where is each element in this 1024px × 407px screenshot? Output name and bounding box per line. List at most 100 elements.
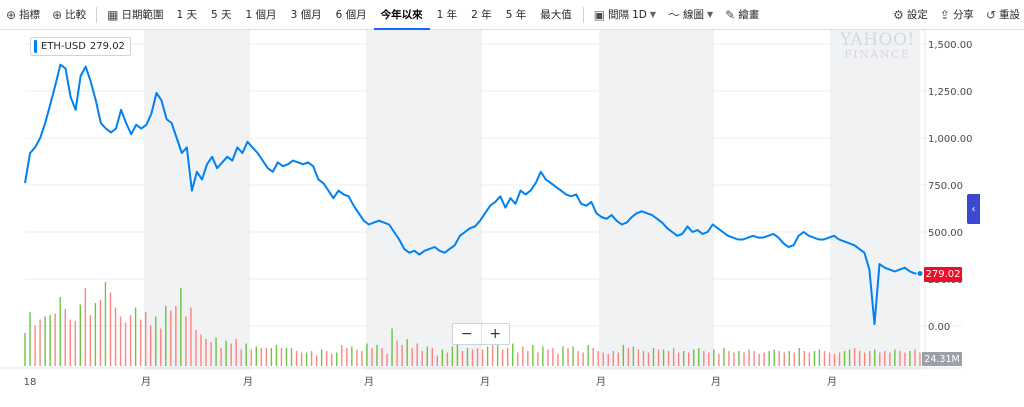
legend-symbol: ETH-USD — [41, 41, 86, 52]
range-1y[interactable]: 1 年 — [436, 9, 458, 21]
legend-price: 279.02 — [89, 41, 125, 52]
volume-bar — [682, 351, 685, 366]
volume-bar — [295, 351, 298, 366]
volume-bar — [768, 351, 770, 366]
interval-dropdown[interactable]: ▣ 間隔 1D ▼ — [588, 0, 662, 30]
reset-button[interactable]: ↺ 重設 — [980, 0, 1024, 30]
volume-bar — [899, 351, 901, 366]
volume-bar — [89, 315, 92, 366]
range-ytd[interactable]: 今年以來 — [373, 0, 430, 30]
volume-bar — [285, 348, 288, 366]
volume-bar — [310, 351, 313, 366]
yahoo-finance-watermark: YAHOO! FINANCE — [840, 30, 915, 61]
volume-bar — [341, 345, 343, 366]
volume-bar — [698, 348, 700, 366]
chart-area[interactable]: 1,500.001,250.001,000.00750.00500.00250.… — [0, 30, 1024, 407]
volume-bar — [255, 346, 257, 366]
chevron-down-icon: ▼ — [707, 10, 714, 19]
date-range-button[interactable]: ▦ 日期範圍 — [101, 0, 169, 30]
month-band — [366, 30, 482, 370]
range-3m[interactable]: 3 個月 — [290, 9, 322, 21]
range-2y[interactable]: 2 年 — [471, 9, 492, 21]
volume-bar — [336, 352, 338, 366]
volume-bar — [124, 322, 127, 366]
y-tick-label: 0.00 — [928, 322, 950, 333]
range-6m[interactable]: 6 個月 — [335, 9, 367, 21]
volume-bar — [180, 288, 182, 366]
x-tick-label: 月 — [141, 376, 151, 388]
range-5d[interactable]: 5 天 — [211, 9, 232, 21]
volume-bar — [808, 352, 811, 366]
volume-bar — [84, 288, 87, 366]
volume-bar — [190, 307, 192, 366]
range-1d[interactable]: 1 天 — [176, 9, 197, 21]
share-icon: ⇪ — [939, 7, 950, 22]
volume-bar — [24, 333, 26, 366]
volume-bar — [693, 349, 695, 366]
range-max[interactable]: 最大值 — [540, 9, 572, 21]
zoom-out-button[interactable]: − — [460, 326, 473, 342]
volume-bar — [858, 351, 861, 366]
volume-bar — [170, 310, 172, 366]
volume-bar — [894, 349, 896, 366]
watermark-main: YAHOO! — [840, 30, 915, 50]
range-5y[interactable]: 5 年 — [505, 9, 527, 21]
volume-bar — [828, 352, 831, 366]
x-tick-label: 月 — [364, 376, 374, 388]
compare-button[interactable]: ⊕ 比較 — [46, 0, 92, 30]
volume-bar — [59, 297, 61, 366]
zoom-in-button[interactable]: + — [480, 324, 510, 344]
draw-label: 繪畫 — [738, 9, 760, 21]
plus-circle-icon: ⊕ — [52, 7, 63, 22]
volume-bar — [260, 348, 263, 366]
chart-type-dropdown[interactable]: 〜線圖 ▼ — [662, 0, 719, 30]
volume-bar — [481, 349, 484, 366]
range-1m[interactable]: 1 個月 — [245, 9, 277, 21]
draw-button[interactable]: ✎ 繪畫 — [719, 0, 765, 30]
volume-bar — [134, 307, 137, 366]
volume-bar — [612, 351, 614, 366]
volume-bar — [718, 354, 720, 366]
volume-bar — [783, 352, 785, 366]
volume-bar — [637, 349, 640, 366]
volume-bar — [914, 349, 916, 366]
volume-bar — [129, 315, 132, 366]
volume-bar — [305, 352, 308, 366]
indicators-button[interactable]: ⊕ 指標 — [0, 0, 46, 30]
reset-icon: ↺ — [985, 7, 996, 22]
volume-bar — [406, 339, 408, 366]
volume-bar — [763, 352, 765, 366]
volume-bar — [748, 349, 750, 366]
zoom-controls: − + — [452, 323, 510, 345]
volume-bar — [466, 348, 469, 366]
volume-bar — [758, 354, 760, 366]
volume-badge: 24.31M — [922, 352, 962, 366]
volume-bar — [54, 313, 56, 366]
plus-circle-icon: ⊕ — [6, 7, 17, 22]
volume-bar — [919, 352, 921, 366]
volume-bar — [778, 351, 780, 366]
line-chart-icon: 〜 — [667, 7, 680, 22]
volume-bar — [542, 346, 544, 366]
volume-bar — [793, 352, 795, 366]
share-button[interactable]: ⇪ 分享 — [934, 0, 980, 30]
volume-bar — [506, 348, 509, 366]
series-legend[interactable]: ETH-USD 279.02 — [30, 37, 131, 56]
volume-bar — [275, 345, 278, 366]
side-panel-toggle[interactable]: ‹ — [967, 194, 980, 224]
settings-button[interactable]: ⚙ 設定 — [887, 0, 934, 30]
volume-bar — [144, 312, 147, 366]
toolbar-divider — [582, 6, 584, 23]
volume-bar — [210, 342, 212, 366]
volume-bar — [572, 346, 574, 366]
x-tick-label: 月 — [243, 376, 253, 388]
volume-bar — [451, 346, 454, 366]
x-tick-label: 月 — [480, 376, 490, 388]
volume-bar — [235, 339, 237, 366]
volume-bar — [396, 340, 398, 366]
volume-bar — [848, 349, 851, 366]
volume-bar — [667, 351, 670, 366]
volume-bar — [557, 354, 559, 366]
volume-bar — [677, 352, 680, 366]
volume-bar — [69, 319, 71, 366]
